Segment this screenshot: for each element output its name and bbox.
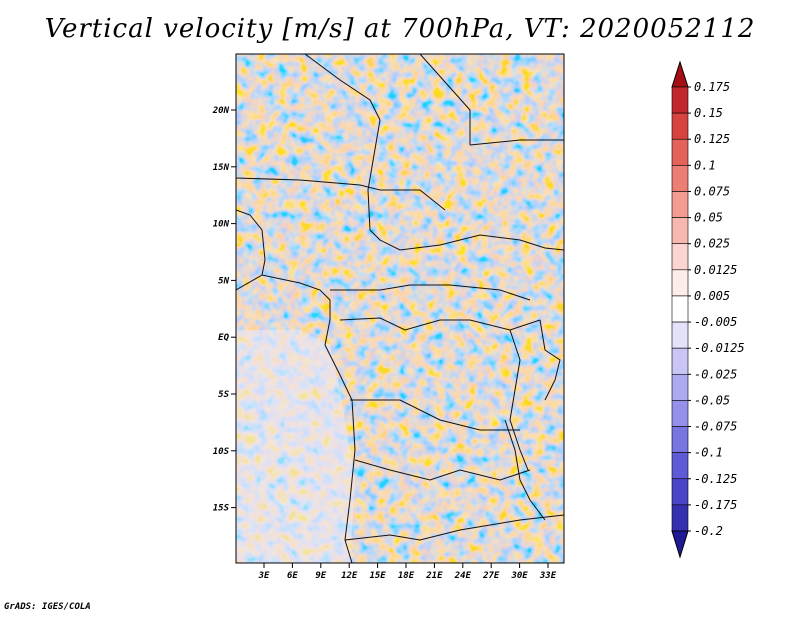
colorbar-swatch	[671, 426, 689, 453]
colorbar-swatch	[671, 165, 689, 192]
lat-tick-label: 10N	[213, 220, 230, 230]
colorbar-label: -0.05	[694, 393, 730, 407]
lon-tick-label: 21E	[425, 571, 443, 581]
colorbar-swatch	[671, 400, 689, 427]
lon-tick-label: 24E	[454, 571, 472, 581]
plot-title: Vertical velocity [m/s] at 700hPa, VT: 2…	[44, 14, 756, 44]
colorbar-swatch	[671, 217, 689, 245]
colorbar-swatch	[671, 112, 689, 140]
colorbar-swatch	[671, 373, 689, 401]
lat-tick-label: 15N	[213, 163, 230, 173]
colorbar-label: -0.2	[694, 524, 723, 538]
colorbar-label: -0.175	[694, 498, 737, 512]
lon-tick-label: 12E	[341, 571, 358, 581]
colorbar-label: -0.1	[694, 446, 723, 460]
lon-tick-label: 9E	[315, 571, 326, 581]
colorbar-swatch	[671, 478, 689, 506]
colorbar-label: 0.05	[694, 211, 723, 225]
colorbar-swatch	[671, 347, 689, 375]
colorbar-label: 0.175	[694, 80, 730, 94]
colorbar-label: 0.005	[694, 289, 730, 303]
colorbar-label: -0.005	[694, 315, 737, 329]
lon-tick-label: 27E	[482, 571, 500, 581]
colorbar-swatch	[671, 269, 689, 297]
longitude-axis: 3E 6E 9E 12E 15E 18E 21E 24E 27E 30E 33E	[258, 563, 557, 581]
colorbar-swatch	[671, 86, 689, 114]
colorbar-max-arrow	[671, 60, 689, 88]
lon-tick-label: 3E	[258, 571, 270, 581]
colorbar-min-arrow	[671, 530, 689, 559]
latitude-axis: 20N 15N 10N 5N EQ 5S 10S 15S	[212, 106, 236, 514]
colorbar-label: 0.025	[694, 237, 730, 251]
lon-tick-label: 15E	[369, 571, 386, 581]
colorbar-swatch	[671, 504, 689, 532]
country-borders	[236, 54, 564, 563]
colorbar-label: 0.0125	[694, 263, 737, 277]
colorbar-swatch	[671, 321, 689, 349]
lat-tick-label: 5N	[218, 276, 229, 286]
colorbar-label: -0.125	[694, 472, 737, 486]
colorbar-swatch	[671, 191, 689, 218]
colorbar-label: 0.125	[694, 132, 730, 146]
colorbar: 0.175 0.15 0.125 0.1 0.075 0.05 0.025 0.0125 0.0…	[671, 60, 745, 559]
colorbar-label: -0.0125	[694, 341, 745, 355]
lat-tick-label: EQ	[218, 333, 229, 343]
map-frame	[235, 53, 565, 564]
lat-tick-label: 5S	[218, 390, 229, 400]
colorbar-swatch	[671, 452, 689, 480]
credit-label: GrADS: IGES/COLA	[4, 602, 91, 612]
lat-tick-label: 10S	[213, 447, 230, 457]
lat-tick-label: 15S	[213, 504, 230, 514]
lon-tick-label: 6E	[287, 571, 298, 581]
lat-tick-label: 20N	[212, 106, 230, 116]
colorbar-swatch	[671, 243, 689, 271]
colorbar-label: -0.075	[694, 420, 737, 434]
colorbar-swatch	[671, 295, 689, 323]
vertical-velocity-field	[236, 54, 564, 563]
colorbar-label: 0.075	[694, 184, 730, 198]
lon-tick-label: 30E	[510, 571, 528, 581]
colorbar-label: 0.1	[694, 158, 716, 172]
lon-tick-label: 33E	[539, 571, 557, 581]
colorbar-label: 0.15	[694, 106, 723, 120]
colorbar-label: -0.025	[694, 367, 737, 381]
colorbar-swatch	[671, 138, 689, 166]
lon-tick-label: 18E	[398, 571, 415, 581]
